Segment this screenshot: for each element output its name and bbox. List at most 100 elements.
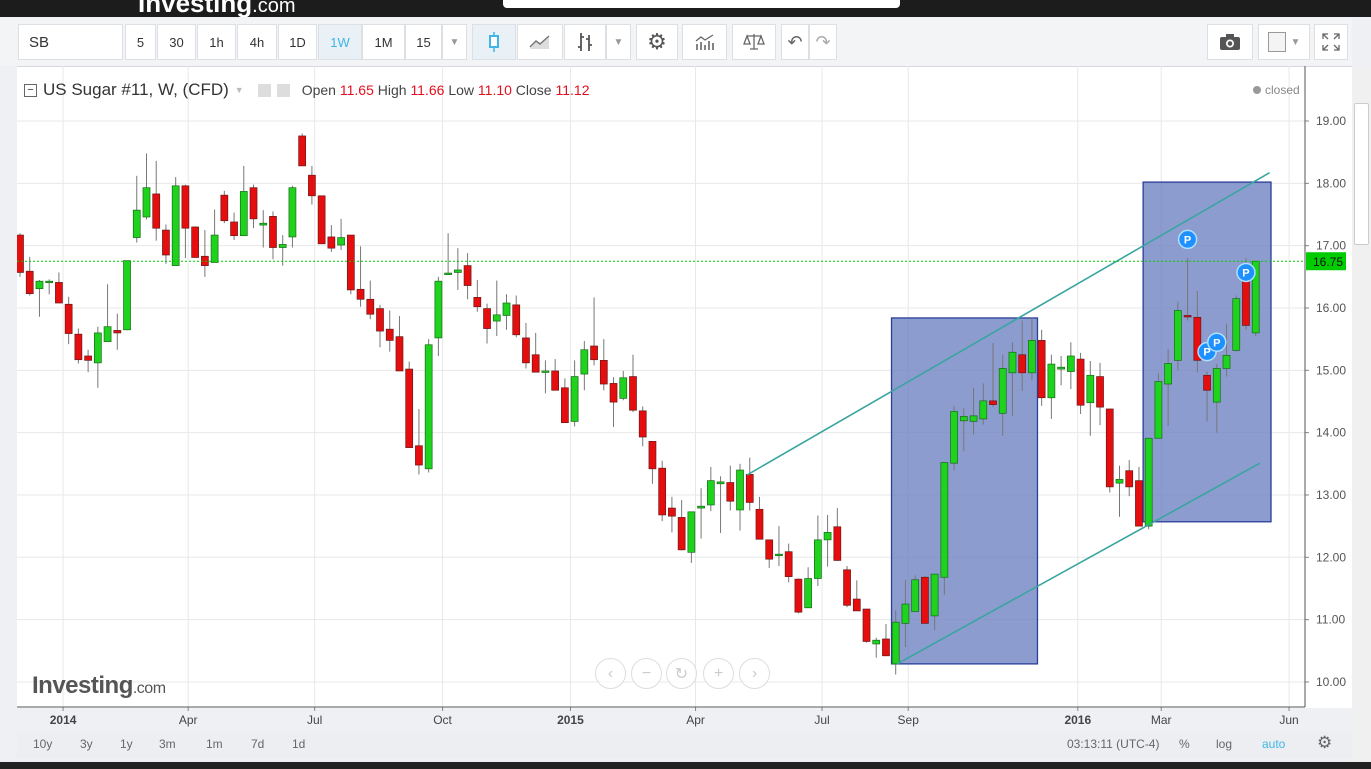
- candle-down: [609, 377, 618, 428]
- candle-up: [872, 637, 881, 658]
- candlestick-chart-button[interactable]: [472, 24, 516, 60]
- candle-up: [706, 466, 715, 512]
- indicators-button[interactable]: [682, 24, 727, 60]
- candle-up: [697, 488, 705, 539]
- log-scale-toggle[interactable]: log: [1216, 737, 1233, 751]
- camera-icon: [1220, 34, 1240, 50]
- fullscreen-button[interactable]: [1314, 24, 1348, 60]
- candle-down: [784, 543, 793, 583]
- watermark-suffix: .com: [132, 680, 166, 697]
- candle-body: [1144, 437, 1153, 527]
- range-1m[interactable]: 1m: [206, 737, 223, 751]
- candle-body: [483, 308, 491, 329]
- bar-chart-button[interactable]: [564, 24, 606, 60]
- gear-icon[interactable]: ⚙: [1317, 733, 1333, 752]
- y-tick-label: 10.00: [1316, 675, 1346, 689]
- candle-down: [561, 378, 569, 424]
- range-3y[interactable]: 3y: [80, 737, 93, 751]
- candle-body: [123, 260, 131, 331]
- candle-body: [454, 269, 462, 273]
- candle-body: [921, 576, 929, 624]
- range-1y[interactable]: 1y: [120, 737, 133, 751]
- zoom-out-button[interactable]: −: [631, 658, 662, 689]
- candle-body: [1154, 381, 1163, 439]
- candle-down: [405, 361, 414, 448]
- candle-down: [162, 224, 170, 264]
- settings-button[interactable]: ⚙: [636, 24, 678, 60]
- color-square-icon: [1267, 32, 1286, 52]
- candle-down: [745, 457, 754, 511]
- candle-body: [181, 185, 190, 229]
- compare-scale-icon: [743, 34, 765, 50]
- interval-4h[interactable]: 4h: [237, 24, 277, 60]
- interval-5[interactable]: 5: [125, 24, 156, 60]
- trend-line: [896, 462, 1261, 665]
- marker-p-icon: [1236, 262, 1256, 283]
- range-1d[interactable]: 1d: [292, 737, 306, 751]
- ohlc-readout: Open 11.65 High 11.66 Low 11.10 Close 11…: [302, 82, 590, 98]
- candle-body: [1066, 355, 1075, 372]
- scroll-right-button[interactable]: ›: [739, 658, 770, 689]
- scrollbar-thumb[interactable]: [1354, 103, 1369, 245]
- zoom-in-button[interactable]: +: [703, 658, 734, 689]
- percent-scale-toggle[interactable]: %: [1179, 737, 1190, 751]
- price-chart[interactable]: 10.00 11.00 12.00 13.00 14.00 15.00 16.00 17.00…: [17, 66, 1352, 730]
- y-tick-label: 17.00: [1316, 239, 1346, 253]
- symbol-input[interactable]: SB: [18, 24, 123, 60]
- candle-down: [989, 342, 997, 408]
- line-chart-button[interactable]: [517, 24, 563, 60]
- candle-down: [327, 225, 336, 252]
- candle-up: [454, 248, 462, 290]
- candle-body: [1164, 363, 1172, 385]
- site-search-input[interactable]: [503, 0, 900, 8]
- range-7d[interactable]: 7d: [251, 737, 265, 751]
- candle-body: [872, 639, 881, 645]
- x-tick-label: Apr: [179, 713, 198, 727]
- candle-down: [1193, 291, 1202, 373]
- chevron-down-icon[interactable]: ▼: [234, 85, 244, 95]
- compare-button[interactable]: [732, 24, 776, 60]
- marker-label: P: [1203, 347, 1210, 359]
- undo-button[interactable]: ↶: [781, 24, 809, 60]
- interval-1m[interactable]: 1M: [362, 24, 405, 60]
- color-theme-button[interactable]: ▼: [1258, 24, 1310, 60]
- interval-15[interactable]: 15: [405, 24, 442, 60]
- candle-body: [492, 314, 501, 322]
- screenshot-button[interactable]: [1207, 24, 1253, 60]
- candle-body: [852, 598, 861, 612]
- scroll-left-button[interactable]: ‹: [595, 658, 626, 689]
- interval-1h[interactable]: 1h: [197, 24, 236, 60]
- auto-scale-toggle[interactable]: auto: [1262, 737, 1286, 751]
- interval-30[interactable]: 30: [157, 24, 196, 60]
- redo-button[interactable]: ↷: [809, 24, 837, 60]
- candle-down: [1183, 258, 1192, 321]
- candle-down: [1096, 362, 1104, 426]
- candle-up: [930, 573, 939, 631]
- event-marker[interactable]: P: [1207, 332, 1227, 353]
- candle-down: [366, 280, 375, 320]
- candle-up: [1174, 301, 1182, 371]
- x-tick-label: Jul: [814, 713, 829, 727]
- candle-down: [921, 576, 929, 624]
- reset-zoom-button[interactable]: ↻: [666, 658, 697, 689]
- candle-body: [843, 569, 851, 606]
- range-3m[interactable]: 3m: [159, 737, 176, 751]
- instrument-title[interactable]: US Sugar #11, W, (CFD): [43, 80, 229, 99]
- candle-up: [434, 276, 443, 356]
- event-marker[interactable]: P: [1236, 262, 1256, 283]
- event-marker[interactable]: P: [1177, 229, 1198, 250]
- close-label: Close: [515, 82, 552, 98]
- site-logo[interactable]: Investing.com: [138, 0, 295, 17]
- range-10y[interactable]: 10y: [33, 737, 53, 751]
- settings-small-icon[interactable]: [276, 83, 290, 97]
- visibility-icon[interactable]: [257, 83, 271, 97]
- interval-dropdown[interactable]: ▼: [442, 24, 467, 60]
- market-status: closed: [1253, 83, 1300, 97]
- interval-1w[interactable]: 1W: [318, 24, 362, 60]
- interval-1d[interactable]: 1D: [278, 24, 317, 60]
- candle-body: [191, 226, 199, 258]
- chart-type-dropdown[interactable]: ▼: [606, 24, 631, 60]
- candle-down: [843, 566, 851, 608]
- chart-area[interactable]: [17, 66, 1352, 708]
- collapse-icon[interactable]: −: [24, 83, 37, 97]
